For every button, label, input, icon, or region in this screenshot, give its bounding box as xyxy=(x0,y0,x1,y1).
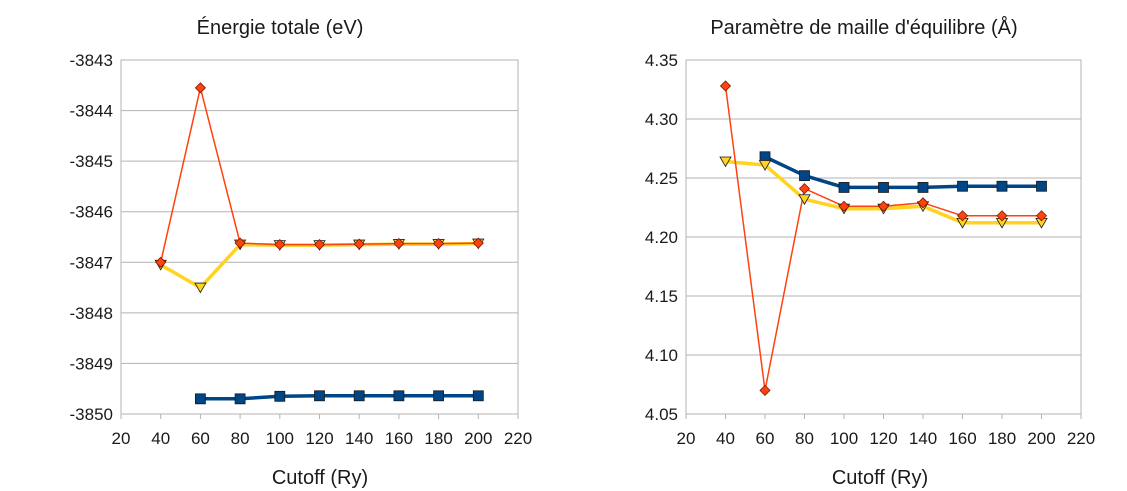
y-tick-label: -3843 xyxy=(70,51,113,70)
plot-area xyxy=(685,59,1082,415)
data-point-diamond xyxy=(313,239,326,251)
y-tick-label: 4.15 xyxy=(645,287,678,306)
y-tick-label: -3849 xyxy=(70,354,113,373)
x-tick-label: 40 xyxy=(716,429,735,448)
data-point-diamond xyxy=(155,256,167,268)
x-tick-label: 180 xyxy=(988,429,1016,448)
data-point-diamond xyxy=(1035,210,1048,222)
x-tick-label: 20 xyxy=(112,429,131,448)
y-tick-label: -3844 xyxy=(70,102,113,121)
data-point-diamond xyxy=(996,210,1008,222)
x-axis-label: Cutoff (Ry) xyxy=(832,467,928,489)
y-tick-label: -3847 xyxy=(70,253,113,272)
data-point-triangle-down xyxy=(719,156,732,168)
x-tick-label: 160 xyxy=(385,429,413,448)
data-point-square xyxy=(433,390,445,402)
data-point-diamond xyxy=(194,82,206,94)
plot-area xyxy=(120,59,519,415)
y-tick-label: -3846 xyxy=(70,203,113,222)
x-tick-label: 60 xyxy=(191,429,210,448)
x-tick-label: 80 xyxy=(231,429,250,448)
y-tick-label: -3850 xyxy=(70,405,113,424)
data-point-square xyxy=(957,180,968,192)
data-point-triangle-down xyxy=(758,160,772,171)
data-point-diamond xyxy=(472,237,484,249)
data-point-square xyxy=(838,182,850,193)
data-point-square xyxy=(393,390,405,402)
data-point-square xyxy=(194,393,206,405)
x-tick-label: 120 xyxy=(305,429,333,448)
chart-title: Énergie totale (eV) xyxy=(197,16,364,39)
x-tick-label: 20 xyxy=(677,429,696,448)
data-point-diamond xyxy=(759,384,771,396)
data-point-diamond xyxy=(719,80,732,92)
y-tick-label: 4.35 xyxy=(645,51,678,70)
data-point-diamond xyxy=(274,239,286,251)
y-tick-label: 4.30 xyxy=(645,110,678,129)
data-point-diamond xyxy=(956,210,969,222)
x-tick-label: 100 xyxy=(266,429,294,448)
x-tick-label: 200 xyxy=(464,429,492,448)
x-tick-label: 160 xyxy=(948,429,976,448)
y-tick-label: 4.10 xyxy=(645,346,678,365)
data-point-diamond xyxy=(393,238,405,250)
data-point-diamond xyxy=(353,238,365,250)
data-point-square xyxy=(878,182,889,193)
y-tick-label: 4.25 xyxy=(645,169,678,188)
y-tick-label: 4.20 xyxy=(645,228,678,247)
data-point-square xyxy=(274,390,286,402)
data-point-square xyxy=(472,390,484,402)
series-line-square xyxy=(764,155,1042,190)
y-tick-label: -3848 xyxy=(70,304,113,323)
x-tick-label: 40 xyxy=(151,429,170,448)
data-point-diamond xyxy=(877,200,890,212)
y-tick-label: -3845 xyxy=(70,152,113,171)
x-tick-label: 80 xyxy=(795,429,814,448)
data-point-square xyxy=(996,180,1008,192)
x-tick-label: 220 xyxy=(1067,429,1095,448)
data-point-square xyxy=(1036,180,1047,192)
y-tick-label: 4.05 xyxy=(645,405,678,424)
x-axis-label: Cutoff (Ry) xyxy=(272,467,368,489)
data-point-diamond xyxy=(917,197,929,209)
data-point-square xyxy=(314,390,325,402)
x-tick-label: 180 xyxy=(424,429,452,448)
data-point-square xyxy=(353,390,365,402)
x-tick-label: 220 xyxy=(504,429,532,448)
chart-title: Paramètre de maille d'équilibre (Å) xyxy=(710,16,1017,39)
data-point-diamond xyxy=(798,183,811,195)
series-line-diamond xyxy=(159,87,479,263)
x-tick-label: 120 xyxy=(869,429,897,448)
data-point-triangle-down xyxy=(194,282,207,294)
lattice-parameter-chart: Paramètre de maille d'équilibre (Å) Cuto… xyxy=(645,16,1095,489)
data-point-square xyxy=(234,393,246,405)
x-tick-label: 100 xyxy=(830,429,858,448)
data-point-diamond xyxy=(838,200,850,212)
x-tick-label: 140 xyxy=(345,429,373,448)
x-tick-label: 200 xyxy=(1027,429,1055,448)
series-line-diamond xyxy=(724,85,1042,392)
energy-chart: Énergie totale (eV) Cutoff (Ry) -3843 -38… xyxy=(70,16,533,489)
series-line-square xyxy=(200,394,479,401)
x-tick-label: 60 xyxy=(756,429,775,448)
data-point-diamond xyxy=(433,238,445,250)
data-point-square xyxy=(917,182,929,193)
data-point-square xyxy=(799,170,810,182)
data-point-diamond xyxy=(234,237,246,249)
data-point-triangle-down xyxy=(798,194,811,206)
x-tick-label: 140 xyxy=(909,429,937,448)
